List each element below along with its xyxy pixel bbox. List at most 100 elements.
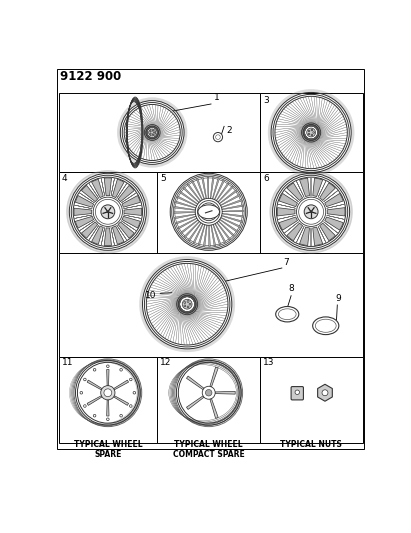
Polygon shape xyxy=(112,179,124,198)
Polygon shape xyxy=(87,380,102,390)
Text: TYPICAL WHEEL
COMPACT SPARE: TYPICAL WHEEL COMPACT SPARE xyxy=(173,440,245,459)
Circle shape xyxy=(150,131,151,132)
Circle shape xyxy=(184,305,186,307)
Polygon shape xyxy=(300,227,309,246)
Polygon shape xyxy=(279,217,298,230)
Polygon shape xyxy=(300,178,309,197)
Circle shape xyxy=(133,391,136,394)
Text: 11: 11 xyxy=(62,358,73,367)
Polygon shape xyxy=(279,193,298,207)
Polygon shape xyxy=(183,187,199,203)
Polygon shape xyxy=(214,180,224,200)
Polygon shape xyxy=(187,376,204,390)
Bar xyxy=(58,93,260,172)
Circle shape xyxy=(313,132,314,133)
Polygon shape xyxy=(220,195,240,206)
Circle shape xyxy=(107,211,109,213)
Circle shape xyxy=(120,415,122,417)
Polygon shape xyxy=(122,216,141,228)
Circle shape xyxy=(189,303,191,305)
Polygon shape xyxy=(87,395,102,406)
Polygon shape xyxy=(222,205,243,209)
Circle shape xyxy=(206,390,212,396)
Circle shape xyxy=(104,389,112,397)
Circle shape xyxy=(154,132,155,133)
Circle shape xyxy=(101,386,115,400)
Polygon shape xyxy=(180,191,198,204)
Circle shape xyxy=(296,197,326,227)
Polygon shape xyxy=(313,178,323,197)
Polygon shape xyxy=(212,179,219,199)
Bar xyxy=(260,172,363,253)
Circle shape xyxy=(304,205,318,219)
Polygon shape xyxy=(174,212,195,213)
Circle shape xyxy=(295,390,300,394)
Polygon shape xyxy=(107,369,109,386)
Circle shape xyxy=(80,391,83,394)
Polygon shape xyxy=(221,199,242,208)
Circle shape xyxy=(311,134,313,136)
Text: 9122 900: 9122 900 xyxy=(60,70,121,83)
Polygon shape xyxy=(207,177,209,198)
Circle shape xyxy=(120,368,122,371)
Circle shape xyxy=(93,197,122,227)
Circle shape xyxy=(149,129,156,136)
Text: 3: 3 xyxy=(263,96,269,106)
Polygon shape xyxy=(81,185,98,201)
Circle shape xyxy=(187,301,189,302)
Circle shape xyxy=(129,405,132,407)
Circle shape xyxy=(213,133,223,142)
Polygon shape xyxy=(113,395,129,406)
Circle shape xyxy=(322,390,328,395)
Polygon shape xyxy=(75,196,94,207)
Text: 8: 8 xyxy=(289,285,295,294)
Text: TYPICAL WHEEL
SPARE: TYPICAL WHEEL SPARE xyxy=(74,440,142,459)
Ellipse shape xyxy=(313,317,339,335)
Circle shape xyxy=(129,378,132,381)
Circle shape xyxy=(101,205,115,219)
Polygon shape xyxy=(287,223,302,241)
Polygon shape xyxy=(219,219,238,232)
Polygon shape xyxy=(221,217,240,228)
Circle shape xyxy=(308,130,310,132)
Polygon shape xyxy=(74,208,92,215)
Polygon shape xyxy=(118,222,134,238)
Ellipse shape xyxy=(276,306,299,322)
Circle shape xyxy=(106,418,109,421)
Bar xyxy=(260,93,363,172)
Polygon shape xyxy=(112,226,124,244)
Bar xyxy=(157,172,260,253)
Circle shape xyxy=(182,300,192,309)
Circle shape xyxy=(310,211,312,213)
Bar xyxy=(260,357,363,443)
Polygon shape xyxy=(209,225,210,246)
Polygon shape xyxy=(175,214,196,219)
Polygon shape xyxy=(176,216,196,224)
Polygon shape xyxy=(213,224,221,245)
Polygon shape xyxy=(222,213,243,217)
Text: 4: 4 xyxy=(62,174,67,183)
Polygon shape xyxy=(217,222,231,240)
Polygon shape xyxy=(196,179,205,199)
Circle shape xyxy=(307,128,316,137)
Polygon shape xyxy=(218,186,233,202)
Text: 1: 1 xyxy=(214,93,220,102)
Polygon shape xyxy=(192,181,203,200)
Circle shape xyxy=(150,133,151,134)
Polygon shape xyxy=(216,183,229,201)
Text: 13: 13 xyxy=(263,358,275,367)
Circle shape xyxy=(308,133,310,135)
Polygon shape xyxy=(202,177,207,199)
Polygon shape xyxy=(178,218,197,229)
Polygon shape xyxy=(187,184,201,201)
Text: 12: 12 xyxy=(160,358,171,367)
Polygon shape xyxy=(174,206,195,211)
Circle shape xyxy=(187,306,189,308)
Polygon shape xyxy=(219,190,237,204)
Polygon shape xyxy=(203,225,207,246)
Polygon shape xyxy=(193,224,203,244)
Polygon shape xyxy=(210,399,218,418)
Polygon shape xyxy=(122,196,141,207)
Circle shape xyxy=(152,134,153,135)
Circle shape xyxy=(184,302,186,303)
